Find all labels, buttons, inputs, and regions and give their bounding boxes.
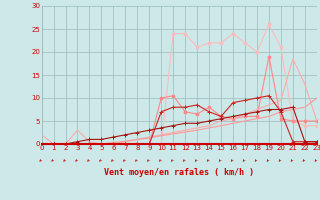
X-axis label: Vent moyen/en rafales ( km/h ): Vent moyen/en rafales ( km/h ) <box>104 168 254 177</box>
